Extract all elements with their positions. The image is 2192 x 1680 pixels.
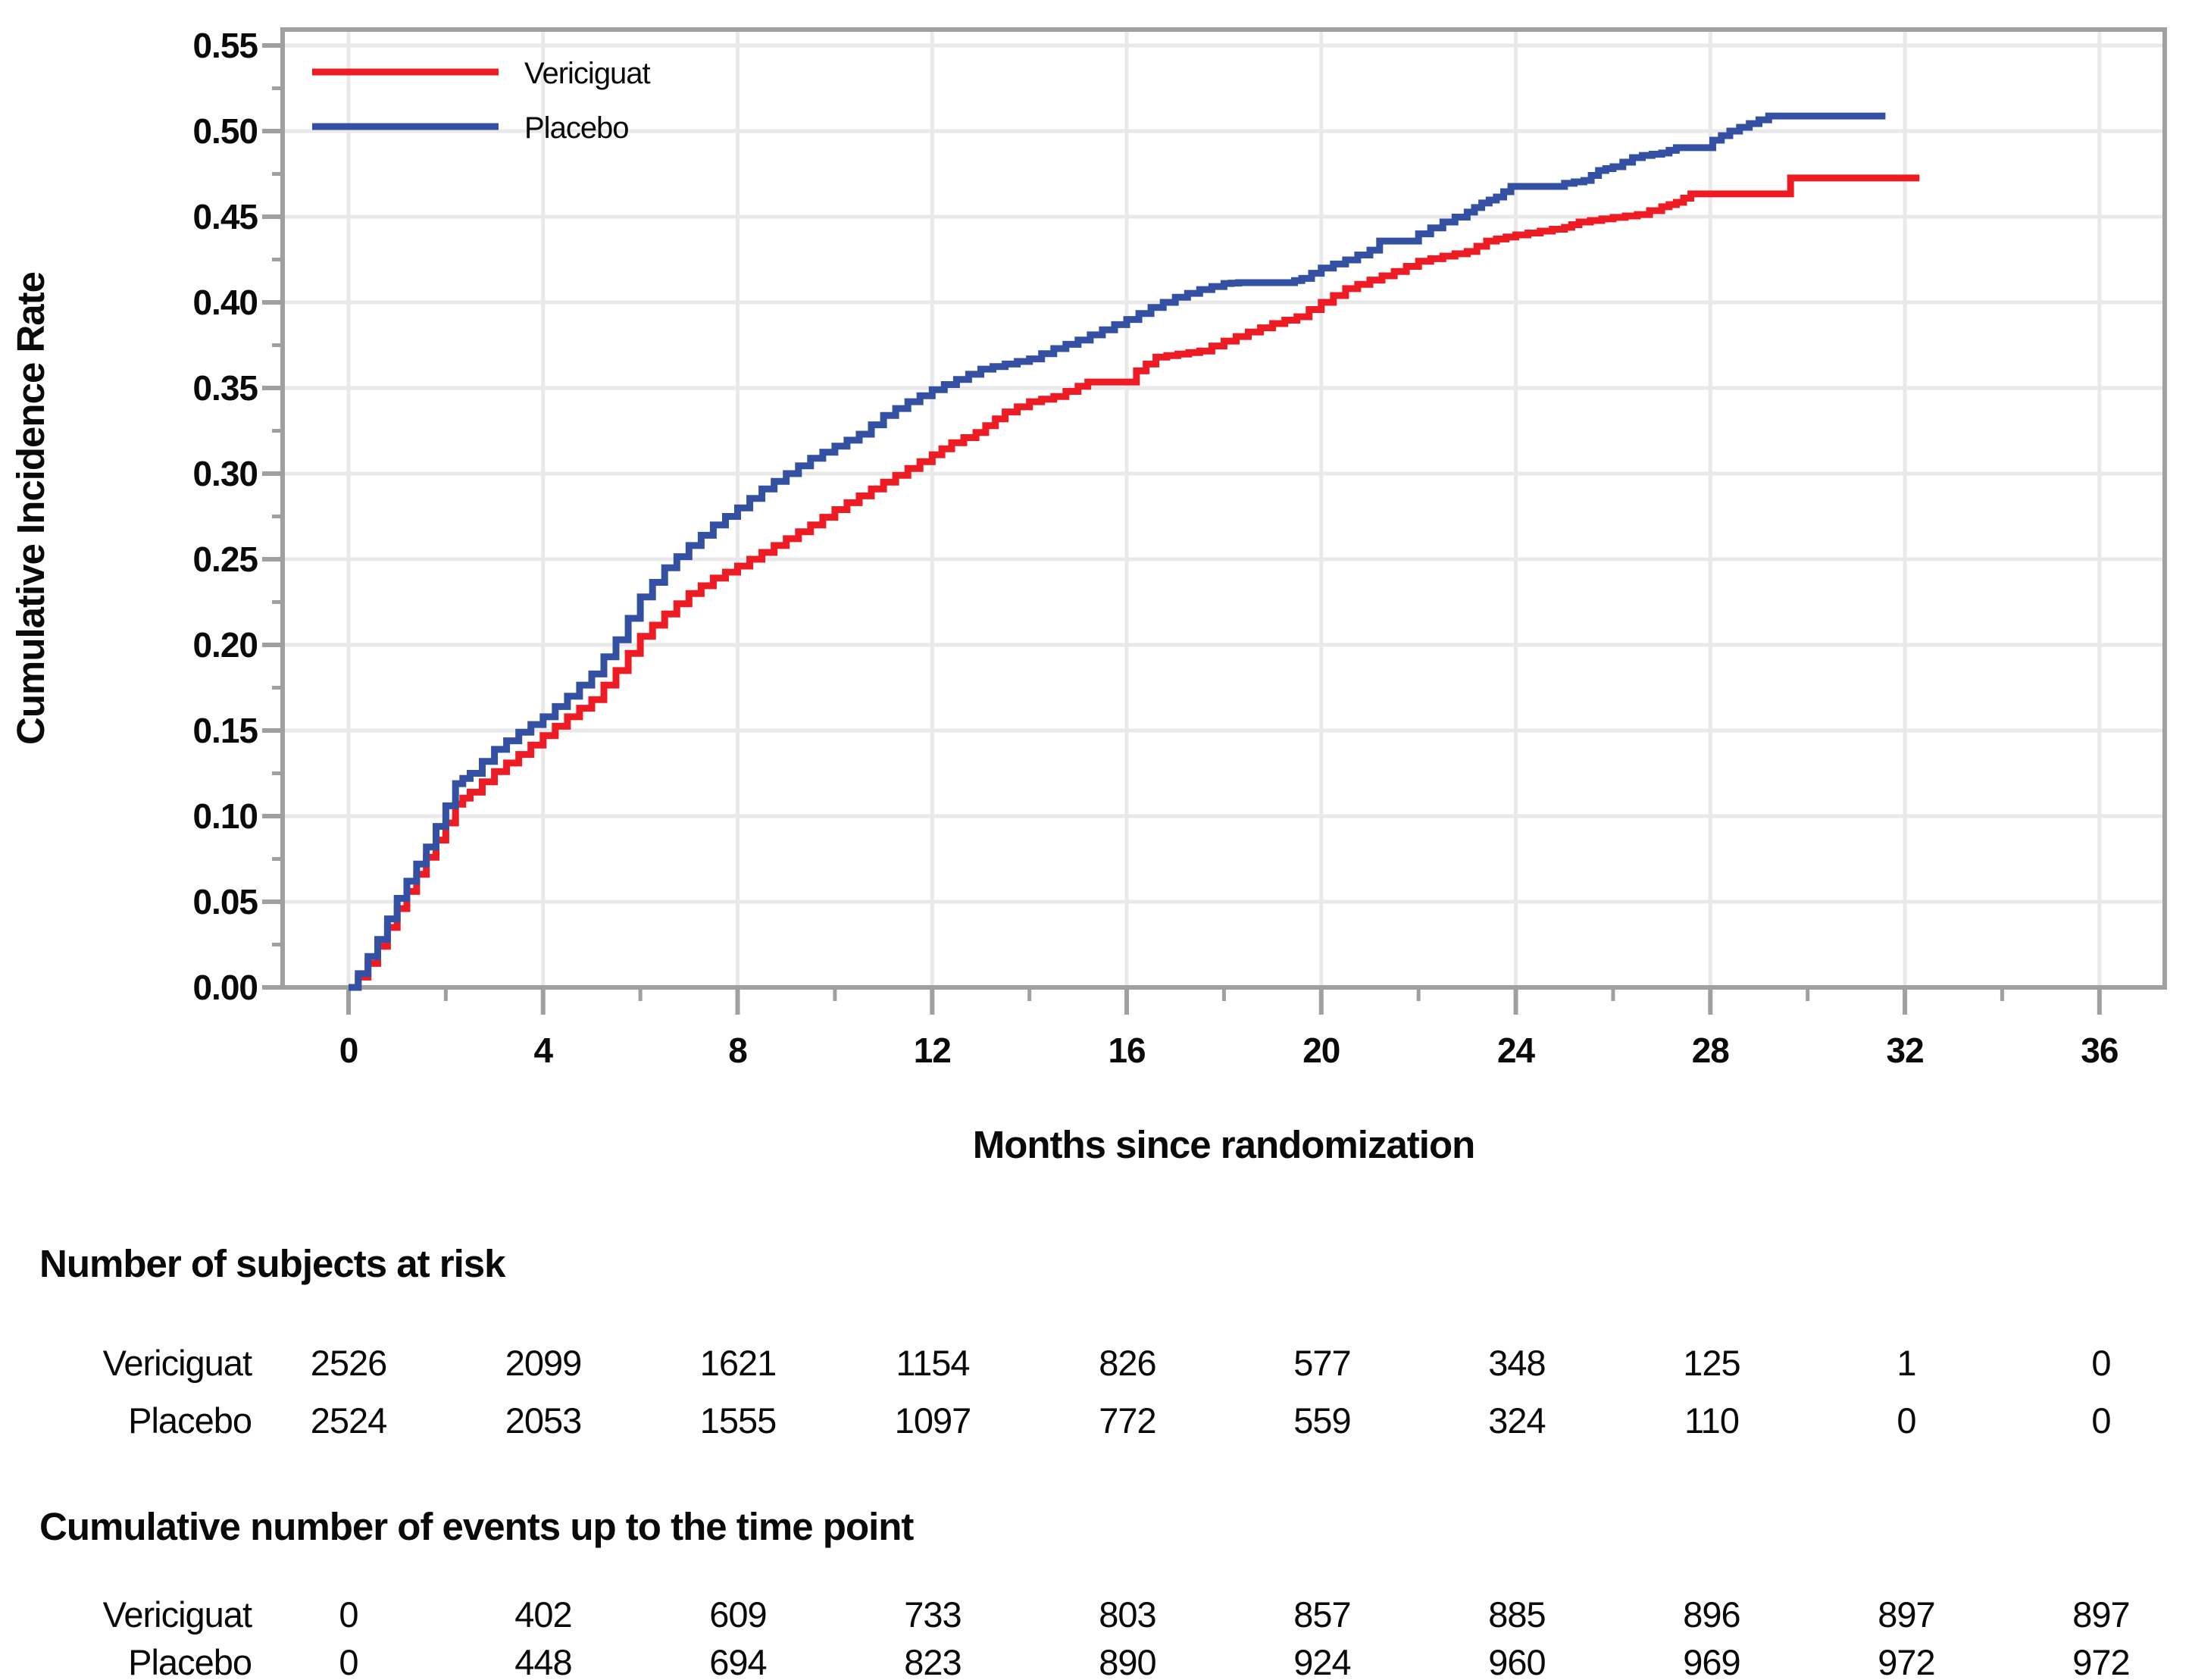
- at-risk-value: 0: [2091, 1400, 2110, 1441]
- at-risk-row-label: Vericiguat: [103, 1343, 252, 1383]
- events-value: 890: [1099, 1642, 1155, 1680]
- x-axis-title: Months since randomization: [973, 1123, 1475, 1166]
- events-value: 448: [514, 1642, 571, 1680]
- at-risk-value: 0: [1897, 1400, 1915, 1441]
- y-tick-label: 0.35: [192, 368, 258, 408]
- events-value: 960: [1488, 1642, 1545, 1680]
- events-value: 402: [514, 1594, 571, 1635]
- at-risk-value: 1555: [700, 1400, 777, 1441]
- x-axis-tick-labels: 0 4 8 12 16 20 24 28 32 36: [339, 1031, 2119, 1070]
- at-risk-value: 1621: [700, 1343, 777, 1383]
- y-tick-label: 0.30: [192, 454, 258, 493]
- at-risk-value: 2524: [311, 1400, 387, 1441]
- events-value: 897: [1878, 1594, 1934, 1635]
- x-tick-label: 36: [2081, 1031, 2118, 1070]
- x-tick-label: 20: [1302, 1031, 1340, 1070]
- events-value: 609: [709, 1594, 766, 1635]
- at-risk-title: Number of subjects at risk: [39, 1242, 506, 1285]
- legend-label-placebo: Placebo: [524, 111, 629, 145]
- events-value: 896: [1683, 1594, 1740, 1635]
- at-risk-value: 2053: [505, 1400, 582, 1441]
- at-risk-value: 559: [1293, 1400, 1350, 1441]
- events-title: Cumulative number of events up to the ti…: [39, 1505, 914, 1548]
- x-tick-label: 28: [1692, 1031, 1730, 1070]
- events-value: 733: [904, 1594, 961, 1635]
- at-risk-value: 324: [1488, 1400, 1545, 1441]
- events-row-label: Vericiguat: [103, 1594, 252, 1635]
- x-tick-label: 0: [339, 1031, 358, 1070]
- events-value: 0: [339, 1594, 358, 1635]
- legend-label-vericiguat: Vericiguat: [524, 57, 651, 90]
- events-value: 885: [1488, 1594, 1545, 1635]
- at-risk-value: 1154: [896, 1343, 969, 1383]
- events-value: 857: [1293, 1594, 1350, 1635]
- survival-curves: [349, 112, 1920, 991]
- y-tick-label: 0.05: [192, 882, 258, 921]
- plot-frame: [280, 27, 2167, 990]
- at-risk-value: 1097: [895, 1400, 971, 1441]
- events-value: 972: [2072, 1642, 2129, 1680]
- at-risk-value: 577: [1293, 1343, 1350, 1383]
- axis-ticks: [262, 43, 2102, 1015]
- events-table: Cumulative number of events up to the ti…: [39, 1505, 2131, 1680]
- y-tick-label: 0.25: [192, 540, 258, 579]
- events-value: 694: [709, 1642, 766, 1680]
- events-value: 972: [1878, 1642, 1934, 1680]
- at-risk-value: 110: [1684, 1400, 1739, 1441]
- x-tick-label: 4: [533, 1031, 553, 1070]
- vericiguat-curve: [349, 174, 1920, 991]
- at-risk-row-label: Placebo: [128, 1400, 252, 1441]
- gridlines: [283, 30, 2165, 987]
- placebo-curve: [349, 112, 1886, 991]
- events-value: 823: [904, 1642, 961, 1680]
- events-value: 0: [339, 1642, 358, 1680]
- at-risk-value: 2526: [311, 1343, 387, 1383]
- x-tick-label: 24: [1497, 1031, 1536, 1070]
- events-value: 924: [1293, 1642, 1350, 1680]
- events-row-label: Placebo: [128, 1642, 252, 1680]
- events-value: 897: [2072, 1594, 2129, 1635]
- x-tick-label: 8: [728, 1031, 747, 1070]
- y-tick-label: 0.20: [192, 625, 258, 665]
- at-risk-value: 1: [1897, 1343, 1915, 1383]
- y-tick-label: 0.10: [192, 796, 258, 836]
- x-tick-label: 16: [1108, 1031, 1145, 1070]
- at-risk-value: 772: [1099, 1400, 1155, 1441]
- x-tick-label: 12: [914, 1031, 951, 1070]
- legend: Vericiguat Placebo: [312, 57, 652, 145]
- y-axis-title: Cumulative Incidence Rate: [9, 272, 52, 745]
- y-tick-label: 0.00: [192, 968, 258, 1007]
- y-tick-label: 0.15: [192, 711, 258, 750]
- y-tick-label: 0.45: [192, 197, 258, 236]
- x-tick-label: 32: [1886, 1031, 1923, 1070]
- at-risk-table: Number of subjects at risk Vericiguat 25…: [39, 1242, 2112, 1441]
- y-tick-label: 0.50: [192, 111, 258, 151]
- plot-border: [280, 27, 2167, 990]
- y-axis-tick-labels: 0.00 0.05 0.10 0.15 0.20 0.25 0.30 0.35 0.40 0.45…: [192, 26, 258, 1007]
- events-value: 969: [1683, 1642, 1740, 1680]
- at-risk-value: 0: [2091, 1343, 2110, 1383]
- y-tick-label: 0.40: [192, 283, 258, 322]
- events-value: 803: [1099, 1594, 1155, 1635]
- at-risk-value: 125: [1683, 1343, 1740, 1383]
- at-risk-value: 826: [1099, 1343, 1155, 1383]
- at-risk-value: 348: [1488, 1343, 1545, 1383]
- y-tick-label: 0.55: [192, 26, 258, 65]
- at-risk-value: 2099: [505, 1343, 582, 1383]
